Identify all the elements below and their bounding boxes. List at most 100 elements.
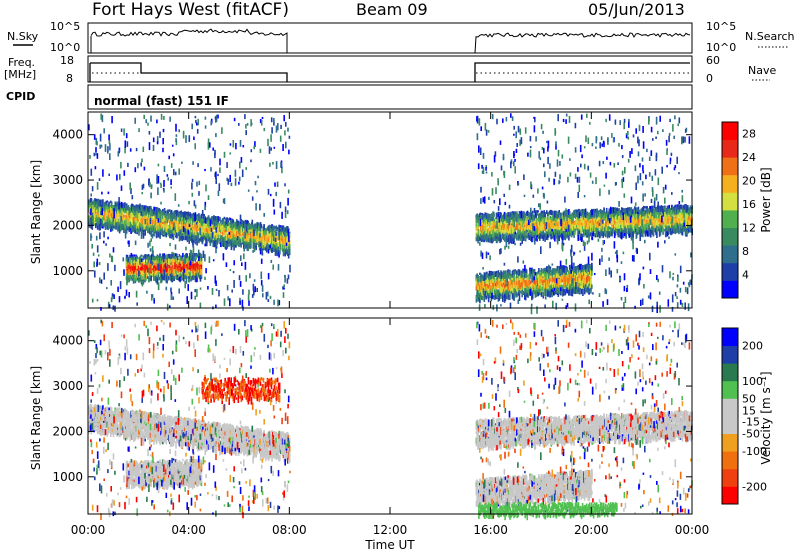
data-cell	[98, 223, 101, 231]
data-cell	[191, 233, 194, 237]
data-cell	[207, 228, 210, 234]
data-cell	[100, 213, 102, 220]
data-cell	[235, 236, 237, 241]
data-cell	[148, 209, 151, 215]
data-cell	[237, 234, 240, 238]
data-cell	[175, 257, 177, 263]
data-cell	[154, 265, 157, 272]
data-cell	[173, 258, 175, 266]
data-cell	[146, 265, 149, 273]
data-cell	[207, 238, 210, 242]
data-cell	[208, 227, 211, 233]
data-cell	[280, 243, 282, 250]
data-cell	[130, 208, 132, 214]
data-cell	[250, 244, 252, 249]
data-cell	[274, 248, 277, 256]
data-cell	[153, 273, 155, 281]
data-cell	[102, 223, 104, 229]
data-cell	[188, 219, 190, 225]
data-cell	[155, 274, 158, 283]
data-cell	[171, 258, 174, 262]
data-cell	[118, 214, 121, 222]
data-cell	[224, 225, 227, 234]
data-cell	[203, 223, 205, 230]
data-cell	[129, 221, 131, 227]
data-cell	[201, 232, 204, 240]
data-cell	[245, 221, 248, 229]
data-cell	[171, 254, 174, 257]
data-cell	[182, 212, 184, 215]
data-cell	[258, 231, 260, 237]
data-cell	[132, 209, 135, 215]
data-cell	[168, 268, 171, 274]
data-cell	[171, 233, 174, 237]
data-cell	[101, 214, 103, 220]
data-cell	[137, 204, 139, 208]
data-cell	[275, 235, 278, 239]
data-cell	[184, 211, 187, 218]
data-cell	[200, 233, 203, 238]
data-cell	[203, 232, 205, 237]
data-cell	[166, 224, 168, 229]
data-cell	[171, 223, 174, 230]
data-cell	[125, 212, 128, 216]
data-cell	[117, 221, 119, 225]
data-cell	[242, 231, 244, 234]
data-cell	[196, 232, 198, 235]
data-cell	[179, 232, 182, 241]
data-cell	[208, 221, 211, 229]
data-cell	[133, 254, 136, 257]
data-cell	[177, 216, 180, 220]
data-cell	[519, 233, 522, 241]
data-cell	[259, 234, 262, 241]
data-cell	[200, 218, 203, 227]
data-cell	[150, 230, 153, 237]
data-cell	[236, 220, 238, 225]
data-cell	[191, 214, 194, 218]
data-cell	[170, 262, 173, 265]
data-cell	[231, 239, 234, 247]
data-cell	[240, 228, 242, 235]
data-cell	[239, 226, 242, 235]
data-cell	[139, 225, 141, 230]
data-cell	[277, 247, 279, 256]
data-cell	[275, 243, 278, 252]
data-cell	[157, 232, 160, 238]
data-cell	[89, 212, 92, 219]
data-cell	[207, 216, 210, 222]
data-cell	[147, 276, 150, 279]
data-cell	[203, 230, 205, 235]
data-cell	[132, 220, 134, 228]
data-cell	[105, 219, 108, 227]
data-cell	[116, 218, 118, 223]
data-cell	[127, 266, 130, 274]
data-cell	[150, 210, 153, 216]
data-cell	[171, 229, 174, 234]
data-cell	[225, 217, 227, 221]
data-cell	[170, 215, 173, 222]
data-cell	[107, 221, 109, 229]
data-cell	[106, 223, 109, 230]
data-cell	[241, 220, 243, 227]
data-cell	[238, 223, 241, 226]
data-cell	[185, 225, 188, 230]
data-cell	[151, 268, 153, 272]
data-cell	[165, 257, 167, 265]
data-cell	[256, 228, 258, 236]
data-cell	[162, 216, 164, 222]
data-cell	[96, 217, 99, 222]
data-cell	[221, 235, 223, 239]
data-cell	[219, 234, 221, 239]
data-cell	[284, 238, 286, 242]
data-cell	[125, 226, 128, 234]
data-cell	[140, 275, 143, 283]
data-cell	[131, 271, 133, 277]
data-cell	[137, 270, 139, 278]
data-cell	[174, 219, 176, 224]
data-cell	[277, 236, 279, 240]
data-cell	[228, 225, 231, 234]
data-cell	[284, 232, 286, 235]
data-cell	[256, 224, 258, 232]
data-cell	[287, 251, 290, 259]
